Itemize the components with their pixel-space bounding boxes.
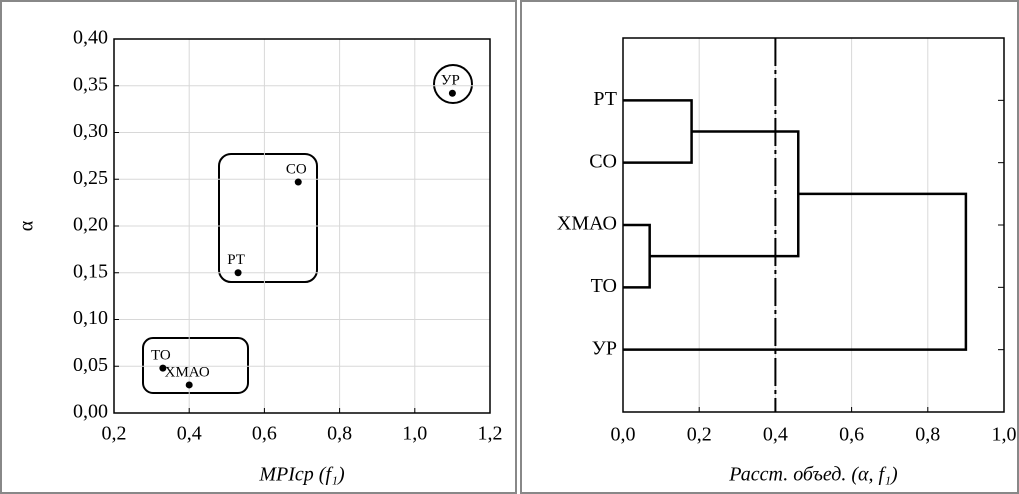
leaf-label: РТ	[593, 88, 617, 110]
y-axis-label: α	[16, 220, 38, 231]
y-tick-label: 0,40	[73, 27, 108, 49]
x-tick-label: 1,0	[992, 424, 1017, 446]
point	[448, 89, 456, 97]
point	[185, 381, 193, 389]
x-tick-label: 0,8	[915, 424, 940, 446]
y-tick-label: 0,20	[73, 214, 108, 236]
point-label: ХМАО	[165, 364, 210, 380]
plot-frame	[622, 37, 1005, 413]
y-tick-label: 0,00	[73, 401, 108, 423]
x-tick-label: 1,0	[402, 423, 427, 445]
point-label: СО	[286, 161, 307, 177]
cluster-outline	[218, 153, 318, 283]
point-label: УР	[441, 73, 460, 89]
y-tick-label: 0,25	[73, 167, 108, 189]
point	[294, 178, 302, 186]
point-label: РТ	[227, 252, 245, 268]
x-tick-label: 0,2	[687, 424, 712, 446]
y-tick-label: 0,15	[73, 260, 108, 282]
dendrogram-link	[623, 223, 651, 289]
point	[159, 364, 167, 372]
leaf-label: УР	[592, 337, 617, 359]
leaf-label: СО	[589, 150, 617, 172]
y-tick-label: 0,05	[73, 354, 108, 376]
y-tick-label: 0,35	[73, 73, 108, 95]
leaf-label: ХМАО	[557, 213, 617, 235]
leaf-label: ТО	[591, 275, 617, 297]
x-tick-label: 0,6	[252, 423, 277, 445]
x-tick-label: 0,2	[102, 423, 127, 445]
cluster-outline	[142, 337, 249, 394]
plot-frame	[113, 38, 491, 414]
x-tick-label: 0,8	[327, 423, 352, 445]
x-tick-label: 0,6	[839, 424, 864, 446]
left-panel	[0, 0, 517, 494]
cluster-outline	[433, 64, 473, 104]
x-tick-label: 0,4	[177, 423, 202, 445]
y-tick-label: 0,30	[73, 120, 108, 142]
x-tick-label: 1,2	[478, 423, 503, 445]
point-label: ТО	[151, 348, 171, 364]
dendrogram-link	[623, 99, 693, 164]
x-tick-label: 0,4	[763, 424, 788, 446]
right-panel	[520, 0, 1019, 494]
x-tick-label: 0,0	[611, 424, 636, 446]
x-axis-label: Расст. объед. (α, f₁)	[728, 464, 898, 486]
dendrogram-link	[623, 192, 968, 351]
y-tick-label: 0,10	[73, 307, 108, 329]
x-axis-label: MPIcp (f₁)	[258, 464, 345, 486]
point	[234, 269, 242, 277]
